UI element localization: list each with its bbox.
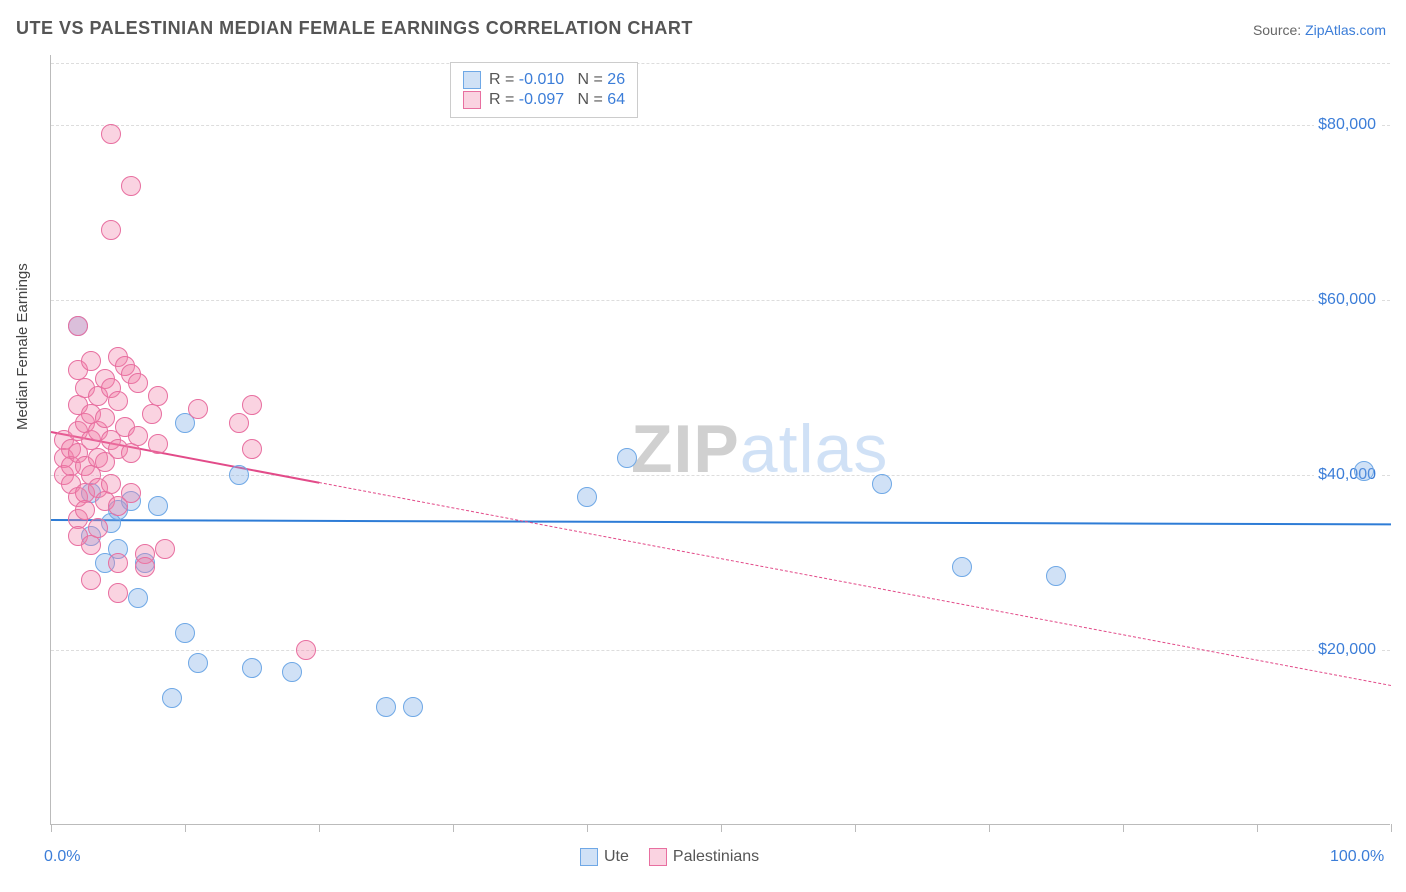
data-point <box>121 483 141 503</box>
source-link[interactable]: ZipAtlas.com <box>1305 22 1386 38</box>
data-point <box>1354 461 1374 481</box>
source-label: Source: ZipAtlas.com <box>1253 22 1386 38</box>
data-point <box>155 539 175 559</box>
data-point <box>952 557 972 577</box>
x-tick <box>721 824 722 832</box>
data-point <box>108 553 128 573</box>
legend-label: Ute <box>604 848 629 866</box>
data-point <box>188 653 208 673</box>
data-point <box>175 623 195 643</box>
trendline <box>51 519 1391 525</box>
data-point <box>242 439 262 459</box>
x-tick <box>1391 824 1392 832</box>
x-tick <box>989 824 990 832</box>
x-tick <box>185 824 186 832</box>
chart-title: UTE VS PALESTINIAN MEDIAN FEMALE EARNING… <box>16 18 693 39</box>
data-point <box>577 487 597 507</box>
data-point <box>108 583 128 603</box>
data-point <box>121 176 141 196</box>
data-point <box>242 658 262 678</box>
data-point <box>229 413 249 433</box>
data-point <box>148 496 168 516</box>
data-point <box>142 404 162 424</box>
source-prefix: Source: <box>1253 22 1305 38</box>
watermark: ZIPatlas <box>631 410 888 488</box>
legend-stats: R = -0.010 N = 26 <box>489 71 625 89</box>
data-point <box>1046 566 1066 586</box>
data-point <box>81 570 101 590</box>
trendline <box>319 482 1391 686</box>
legend-swatch <box>649 848 667 866</box>
legend-swatch <box>580 848 598 866</box>
data-point <box>75 500 95 520</box>
x-axis-min-label: 0.0% <box>44 848 80 866</box>
gridline-h <box>51 650 1390 651</box>
data-point <box>229 465 249 485</box>
data-point <box>162 688 182 708</box>
y-axis-label: Median Female Earnings <box>14 263 31 430</box>
data-point <box>403 697 423 717</box>
data-point <box>128 588 148 608</box>
data-point <box>376 697 396 717</box>
data-point <box>88 518 108 538</box>
x-tick <box>319 824 320 832</box>
gridline-h <box>51 475 1390 476</box>
legend-item: Ute <box>580 848 629 866</box>
data-point <box>95 408 115 428</box>
data-point <box>242 395 262 415</box>
data-point <box>135 557 155 577</box>
y-tick-label: $20,000 <box>1314 641 1380 659</box>
gridline-h <box>51 300 1390 301</box>
legend-stats: R = -0.097 N = 64 <box>489 91 625 109</box>
legend-label: Palestinians <box>673 848 759 866</box>
legend-swatch <box>463 91 481 109</box>
x-tick <box>1123 824 1124 832</box>
data-point <box>81 351 101 371</box>
x-axis-max-label: 100.0% <box>1330 848 1384 866</box>
x-tick <box>51 824 52 832</box>
x-tick <box>1257 824 1258 832</box>
chart-plot-area: ZIPatlas $20,000$40,000$60,000$80,000 <box>50 55 1390 825</box>
data-point <box>101 124 121 144</box>
legend-swatch <box>463 71 481 89</box>
series-legend: Ute Palestinians <box>580 848 759 866</box>
data-point <box>617 448 637 468</box>
y-tick-label: $60,000 <box>1314 291 1380 309</box>
data-point <box>128 373 148 393</box>
legend-item: Palestinians <box>649 848 759 866</box>
data-point <box>81 535 101 555</box>
correlation-legend: R = -0.010 N = 26 R = -0.097 N = 64 <box>450 62 638 118</box>
data-point <box>128 426 148 446</box>
data-point <box>101 220 121 240</box>
legend-row: R = -0.097 N = 64 <box>463 91 625 109</box>
data-point <box>121 443 141 463</box>
x-tick <box>587 824 588 832</box>
data-point <box>872 474 892 494</box>
data-point <box>296 640 316 660</box>
x-tick <box>855 824 856 832</box>
data-point <box>101 474 121 494</box>
legend-row: R = -0.010 N = 26 <box>463 71 625 89</box>
data-point <box>108 391 128 411</box>
y-tick-label: $80,000 <box>1314 116 1380 134</box>
gridline-h <box>51 125 1390 126</box>
data-point <box>68 316 88 336</box>
data-point <box>282 662 302 682</box>
data-point <box>148 386 168 406</box>
data-point <box>148 434 168 454</box>
x-tick <box>453 824 454 832</box>
gridline-h <box>51 63 1390 64</box>
data-point <box>188 399 208 419</box>
